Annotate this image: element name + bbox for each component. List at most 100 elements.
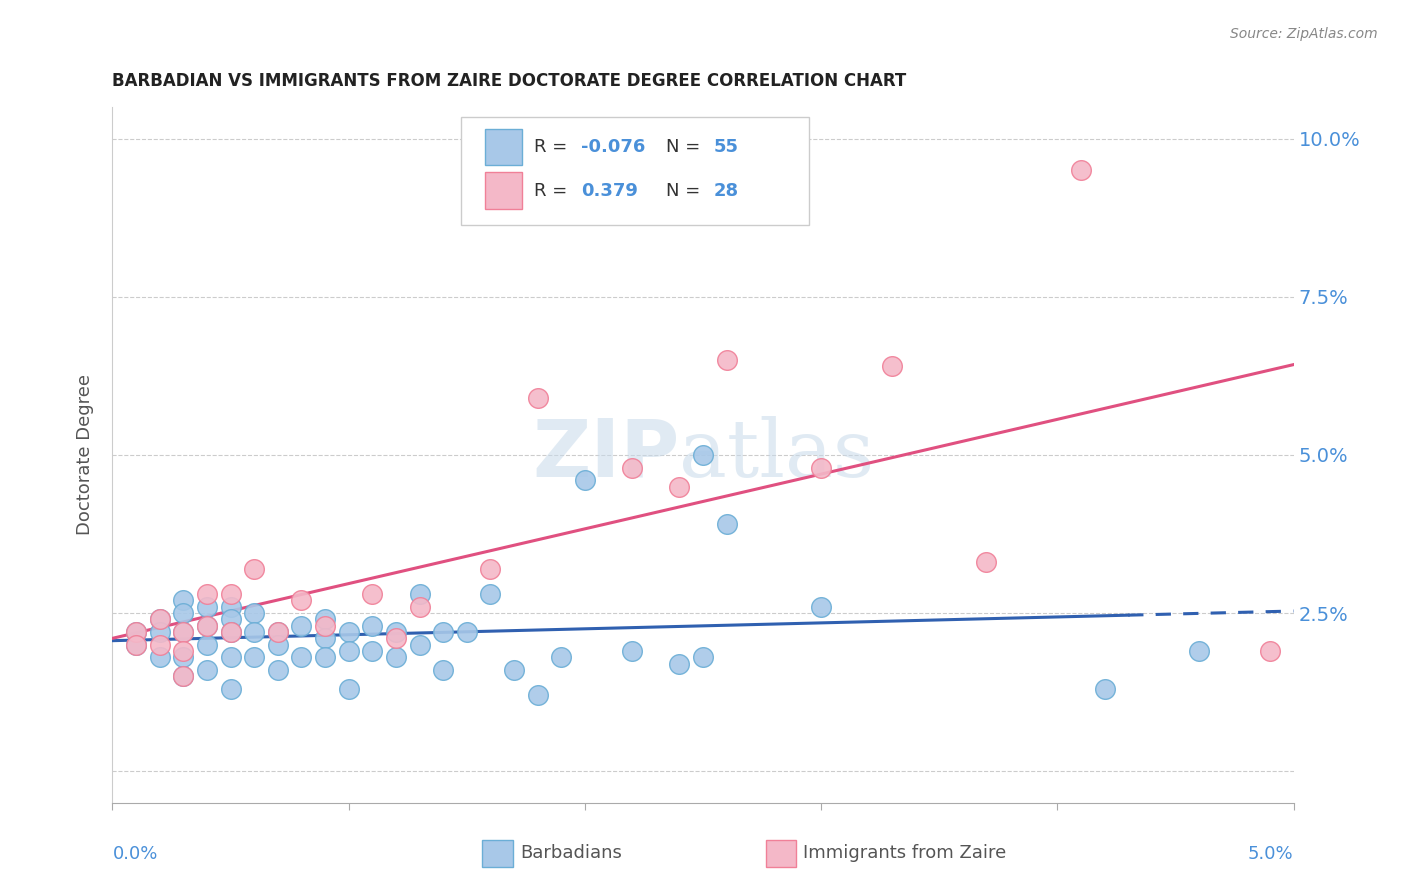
Point xyxy=(314,650,336,665)
FancyBboxPatch shape xyxy=(482,839,513,867)
Point xyxy=(361,644,384,658)
Point xyxy=(195,663,218,677)
Point xyxy=(621,460,644,475)
Point xyxy=(574,473,596,487)
Point xyxy=(172,669,194,683)
Point xyxy=(479,562,502,576)
Text: N =: N = xyxy=(666,137,706,156)
Point xyxy=(716,353,738,368)
Point xyxy=(149,612,172,626)
Point xyxy=(385,632,408,646)
Point xyxy=(337,681,360,696)
Point xyxy=(125,638,148,652)
Point xyxy=(290,593,312,607)
Text: atlas: atlas xyxy=(679,416,875,494)
Text: Source: ZipAtlas.com: Source: ZipAtlas.com xyxy=(1230,27,1378,41)
Point xyxy=(125,625,148,640)
Point xyxy=(149,638,172,652)
Point xyxy=(195,638,218,652)
Point xyxy=(195,599,218,614)
Point xyxy=(243,650,266,665)
Point xyxy=(550,650,572,665)
Point xyxy=(314,632,336,646)
Text: 28: 28 xyxy=(714,182,738,200)
FancyBboxPatch shape xyxy=(485,128,522,165)
Point xyxy=(1258,644,1281,658)
Point xyxy=(290,650,312,665)
Point xyxy=(668,657,690,671)
Point xyxy=(149,612,172,626)
Point xyxy=(219,650,242,665)
Point xyxy=(810,599,832,614)
Point xyxy=(267,638,290,652)
Point xyxy=(337,644,360,658)
Point xyxy=(408,638,430,652)
Text: Immigrants from Zaire: Immigrants from Zaire xyxy=(803,844,1007,862)
Point xyxy=(267,625,290,640)
Point xyxy=(314,618,336,632)
Point xyxy=(432,625,454,640)
Point xyxy=(692,650,714,665)
Point xyxy=(479,587,502,601)
Point xyxy=(219,587,242,601)
Point xyxy=(243,625,266,640)
Point xyxy=(195,618,218,632)
Text: R =: R = xyxy=(534,182,579,200)
Point xyxy=(621,644,644,658)
Point xyxy=(243,562,266,576)
Text: 55: 55 xyxy=(714,137,738,156)
Point xyxy=(408,587,430,601)
Point xyxy=(219,625,242,640)
Point xyxy=(1070,163,1092,178)
Point xyxy=(526,391,548,405)
Text: 5.0%: 5.0% xyxy=(1249,845,1294,863)
Point xyxy=(267,625,290,640)
Text: R =: R = xyxy=(534,137,574,156)
Point xyxy=(219,599,242,614)
Point xyxy=(385,625,408,640)
Point xyxy=(172,669,194,683)
Point xyxy=(361,587,384,601)
Text: Barbadians: Barbadians xyxy=(520,844,621,862)
Point xyxy=(172,606,194,620)
Point xyxy=(172,650,194,665)
Point xyxy=(1188,644,1211,658)
Point xyxy=(172,593,194,607)
Point xyxy=(1094,681,1116,696)
Point xyxy=(172,625,194,640)
Text: N =: N = xyxy=(666,182,706,200)
FancyBboxPatch shape xyxy=(485,172,522,209)
Point xyxy=(149,650,172,665)
Point xyxy=(219,612,242,626)
Point xyxy=(149,625,172,640)
Point xyxy=(692,448,714,462)
Point xyxy=(219,681,242,696)
Point xyxy=(219,625,242,640)
Point xyxy=(361,618,384,632)
Point xyxy=(810,460,832,475)
Text: BARBADIAN VS IMMIGRANTS FROM ZAIRE DOCTORATE DEGREE CORRELATION CHART: BARBADIAN VS IMMIGRANTS FROM ZAIRE DOCTO… xyxy=(112,72,907,90)
Point xyxy=(716,517,738,532)
Point xyxy=(385,650,408,665)
Point xyxy=(503,663,526,677)
Y-axis label: Doctorate Degree: Doctorate Degree xyxy=(76,375,94,535)
Text: 0.379: 0.379 xyxy=(581,182,638,200)
Text: ZIP: ZIP xyxy=(531,416,679,494)
Point xyxy=(976,556,998,570)
Point xyxy=(668,479,690,493)
Point xyxy=(243,606,266,620)
Point xyxy=(195,587,218,601)
FancyBboxPatch shape xyxy=(461,118,810,226)
Point xyxy=(125,638,148,652)
Point xyxy=(337,625,360,640)
Point xyxy=(267,663,290,677)
Point xyxy=(432,663,454,677)
Point xyxy=(195,618,218,632)
Point xyxy=(125,625,148,640)
Point xyxy=(880,359,903,374)
Text: -0.076: -0.076 xyxy=(581,137,645,156)
Point xyxy=(172,644,194,658)
Point xyxy=(526,688,548,702)
Point xyxy=(290,618,312,632)
Point xyxy=(408,599,430,614)
